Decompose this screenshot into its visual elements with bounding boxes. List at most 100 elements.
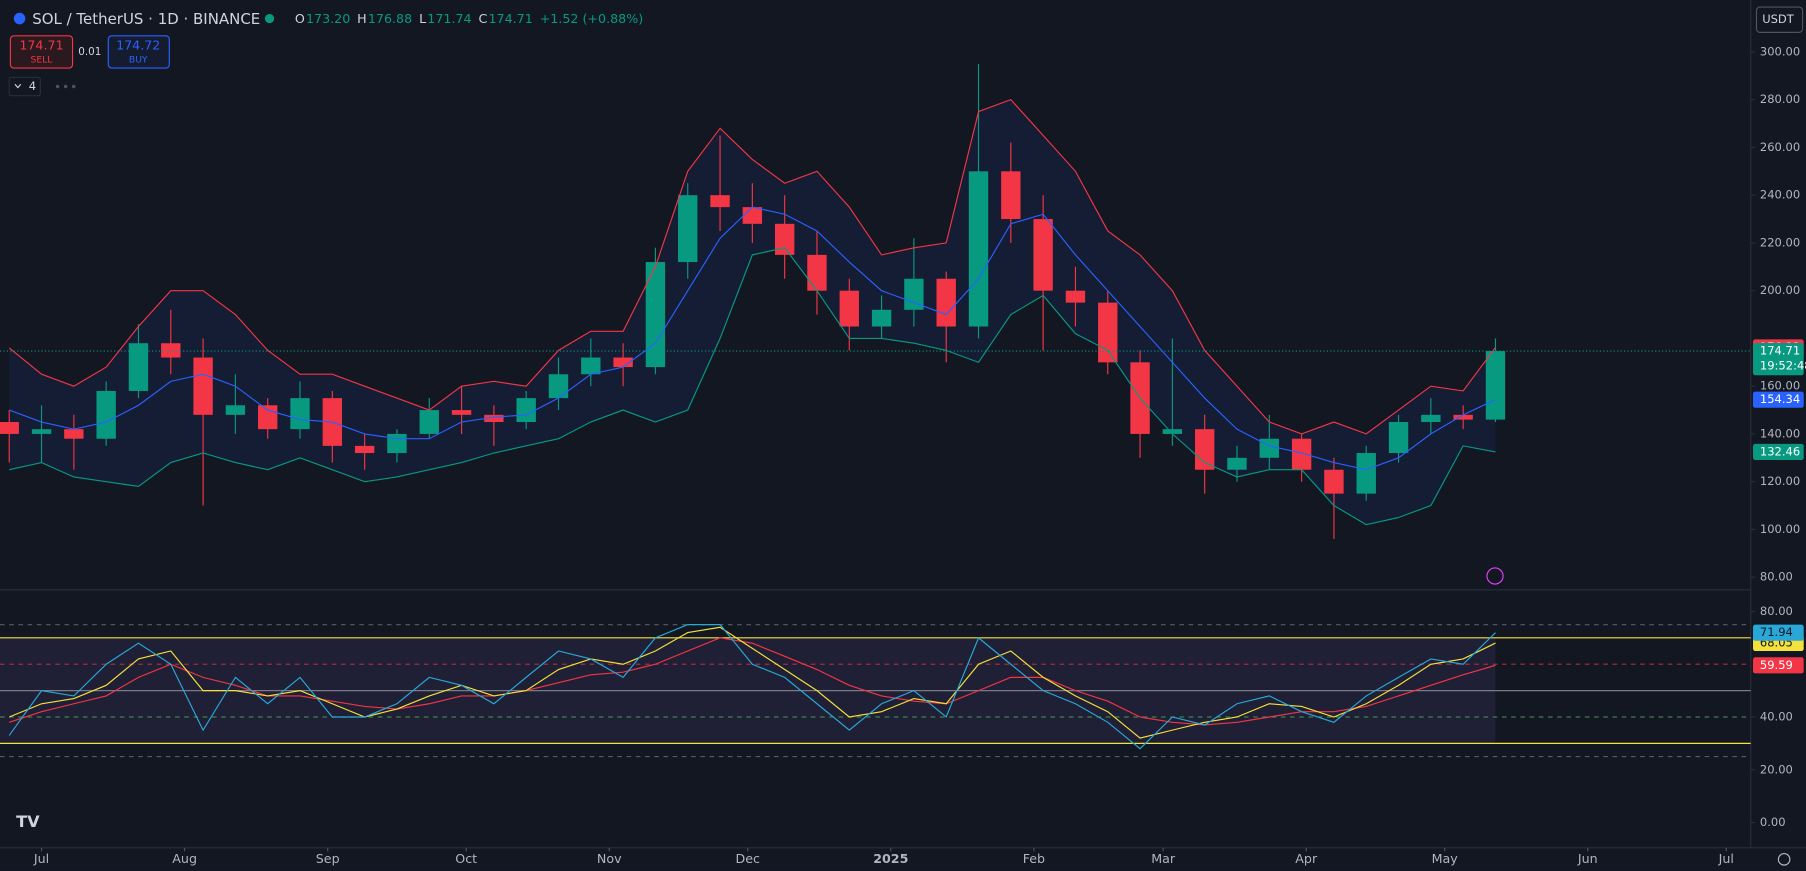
sell-price: 174.71 [19,38,63,53]
x-tick-label: Jul [33,851,49,866]
candle-body [1453,414,1473,420]
x-tick-label: Nov [597,851,622,866]
ohlc-key: O [295,11,305,26]
header: SOL / TetherUS · 1D · BINANCE O 173.20 H 17… [8,6,1804,866]
ohlc: O 173.20 H 176.88 L 171.74 C 174.71 +1.52 (+0.88… [295,11,643,26]
y-tick-label: 20.00 [1760,762,1793,776]
buy-button[interactable] [107,35,170,69]
candle-body [774,223,795,255]
x-tick-label: Aug [172,851,197,866]
candle-body [936,278,956,327]
buy-price: 174.72 [116,38,160,53]
change: +1.52 (+0.88%) [540,11,643,26]
candle-body [807,254,827,291]
candle-body [1291,438,1312,470]
candle-body [290,398,310,430]
y-tick-label: 280.00 [1760,92,1800,106]
y-tick-label: 0.00 [1760,815,1786,829]
plot: 300.00 280.00 260.00 240.00 220.00 200.00 160.… [0,44,1806,866]
ohlc-value: 176.88 [368,11,412,26]
ohlc-value: 171.74 [427,11,471,26]
price-badge-label: 132.46 [1760,444,1800,458]
candle-body [968,171,989,327]
candle-body [904,278,924,310]
candle-body [354,445,375,454]
candle-body [1194,429,1215,470]
y-tick-label: 300.00 [1760,44,1800,58]
candle-body [1098,302,1118,363]
x-tick-label: Dec [735,851,760,866]
candle-body [1324,469,1344,494]
ohlc-key: L [419,11,426,26]
chevron [14,83,22,89]
candle-body [484,414,504,422]
candle-body [548,374,569,399]
y-tick-label: 100.00 [1760,522,1800,536]
ohlc-value: 174.71 [488,11,532,26]
candle-body [516,398,536,422]
price-badge-label: 59.59 [1760,658,1793,672]
candle-body [1259,438,1279,458]
x-tick-label: Apr [1295,851,1318,866]
indicator-count: 4 [29,79,36,93]
candle-body [1388,421,1409,454]
candle-body [1033,219,1053,291]
countdown: 19:52:48 [1760,359,1806,373]
y-tick-label: 40.00 [1760,709,1793,723]
x-tick-label: Oct [455,851,477,866]
candle-body [710,195,730,208]
y-tick-label: 220.00 [1760,235,1800,249]
dot [55,84,60,89]
y-tick-label: 200.00 [1760,283,1800,297]
y-tick-label: 80.00 [1760,604,1793,618]
candle-body [128,343,149,391]
candle-body [31,429,52,434]
indicator-toggle[interactable] [8,76,41,97]
candle-body [1162,429,1183,434]
rsi-line [8,624,1496,750]
price-badge [1753,443,1804,460]
dot [71,84,76,89]
candle-body [1485,351,1506,420]
rsi-line [8,626,1496,739]
buy-label: BUY [129,55,148,66]
candle-body [1421,414,1441,422]
y-tick-label: 240.00 [1760,188,1800,202]
candle-body [645,262,666,368]
ohlc-value: 173.20 [306,11,350,26]
candle-body [161,343,181,358]
candle-body [581,357,601,375]
candle-body [839,290,859,327]
price-badge [1753,657,1804,674]
sell-button[interactable] [9,35,74,69]
sell-label: SELL [31,55,54,66]
logo: TV [16,812,40,831]
market-status [264,13,275,24]
candle-body [225,405,246,415]
y-tick-label: 260.00 [1760,140,1800,154]
y-tick-label: 120.00 [1760,474,1800,488]
symbol-title[interactable]: SOL / TetherUS · 1D · BINANCE [32,10,260,28]
price-badge [1753,624,1804,641]
candle-body [387,433,407,454]
price-badge-label: 154.34 [1760,392,1800,406]
alert-icon[interactable] [1486,567,1504,585]
candle-body [1356,453,1376,494]
candle-body [258,405,278,430]
currency-button[interactable] [1755,6,1804,33]
candle-body [419,410,439,434]
settings-icon[interactable] [1777,853,1791,866]
candle-body [871,309,892,327]
spread: 0.01 [78,46,101,58]
band-fill [9,99,1496,525]
currency: USDT [1762,12,1795,26]
indicator-line [8,98,1496,435]
candle-body [1065,290,1086,303]
y-tick-label: 140.00 [1760,426,1800,440]
candle-body [64,429,84,439]
x-tick-label: May [1432,851,1459,866]
x-tick-label: Jul [1718,851,1734,866]
price-badge [1753,391,1804,408]
